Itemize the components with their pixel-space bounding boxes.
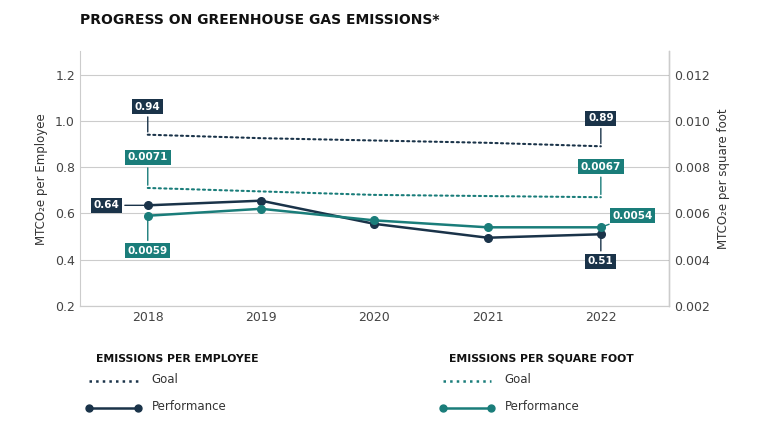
Y-axis label: MTCO₂e per Employee: MTCO₂e per Employee: [35, 113, 48, 244]
Text: EMISSIONS PER SQUARE FOOT: EMISSIONS PER SQUARE FOOT: [449, 354, 634, 363]
Text: 0.0071: 0.0071: [128, 152, 168, 185]
Y-axis label: MTCO₂e per square foot: MTCO₂e per square foot: [717, 108, 730, 249]
Text: 0.0067: 0.0067: [581, 162, 621, 194]
Text: 0.64: 0.64: [93, 200, 145, 210]
Text: 0.0059: 0.0059: [128, 219, 168, 256]
Text: 0.0054: 0.0054: [603, 211, 653, 226]
Text: Performance: Performance: [505, 400, 580, 413]
Text: 0.51: 0.51: [588, 237, 614, 266]
Text: EMISSIONS PER EMPLOYEE: EMISSIONS PER EMPLOYEE: [96, 354, 258, 363]
Text: Goal: Goal: [505, 373, 532, 386]
Text: PROGRESS ON GREENHOUSE GAS EMISSIONS*: PROGRESS ON GREENHOUSE GAS EMISSIONS*: [80, 13, 439, 27]
Text: 0.89: 0.89: [588, 113, 613, 143]
Text: Performance: Performance: [151, 400, 226, 413]
Text: 0.94: 0.94: [135, 101, 160, 132]
Text: Goal: Goal: [151, 373, 179, 386]
